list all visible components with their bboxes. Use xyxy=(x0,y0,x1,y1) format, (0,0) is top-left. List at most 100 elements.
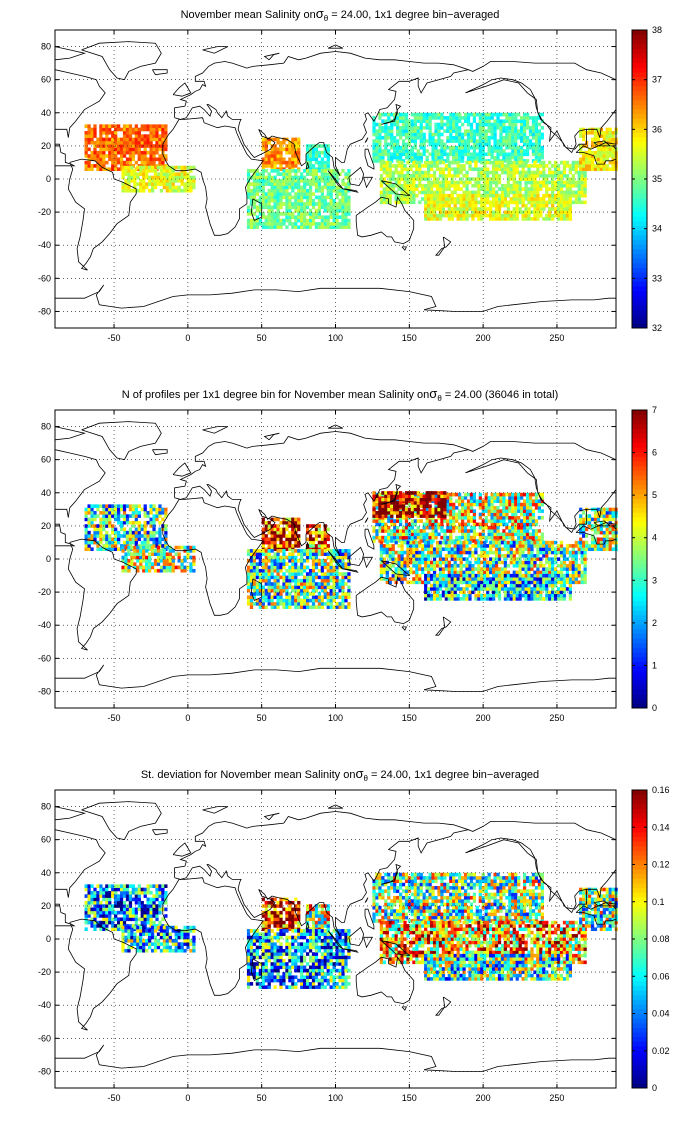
data-cell xyxy=(412,177,416,181)
data-cell xyxy=(437,522,441,527)
data-cell xyxy=(384,535,388,540)
data-cell xyxy=(332,215,336,220)
colorbar-segment xyxy=(632,281,647,287)
data-cell xyxy=(462,217,466,221)
data-cell xyxy=(571,180,575,185)
data-cell xyxy=(133,555,137,560)
data-cell xyxy=(149,137,153,142)
data-cell xyxy=(499,145,503,150)
data-cell xyxy=(401,145,406,150)
data-cell xyxy=(449,525,453,530)
data-cell xyxy=(279,212,283,216)
data-cell xyxy=(142,179,146,183)
data-cell xyxy=(425,155,429,160)
data-cell xyxy=(291,140,295,145)
data-cell xyxy=(311,192,316,196)
data-cell xyxy=(282,552,286,556)
data-cell xyxy=(509,190,513,195)
data-cell xyxy=(131,150,136,155)
data-cell xyxy=(308,208,313,213)
data-cell xyxy=(379,193,384,198)
data-cell xyxy=(246,205,251,210)
data-cell xyxy=(381,135,385,140)
data-cell xyxy=(398,145,403,150)
data-cell xyxy=(489,170,493,175)
data-cell xyxy=(494,197,499,201)
data-cell xyxy=(525,116,530,120)
data-cell xyxy=(168,559,172,563)
data-cell xyxy=(468,180,472,185)
data-cell xyxy=(486,190,490,195)
data-cell xyxy=(419,519,423,523)
data-cell xyxy=(127,559,131,563)
data-cell xyxy=(372,152,376,157)
data-cell xyxy=(264,157,268,162)
data-cell xyxy=(270,588,274,593)
data-cell xyxy=(455,145,459,150)
data-cell xyxy=(559,207,564,211)
data-cell xyxy=(332,188,336,193)
data-cell xyxy=(404,149,409,153)
data-cell xyxy=(496,149,500,153)
data-cell xyxy=(87,130,91,135)
data-cell xyxy=(548,197,552,201)
data-cell xyxy=(574,193,578,198)
data-cell xyxy=(189,555,193,560)
data-cell xyxy=(341,202,345,206)
data-cell xyxy=(455,119,459,124)
data-cell xyxy=(404,515,409,520)
data-cell xyxy=(520,135,524,140)
data-cell xyxy=(574,197,578,201)
data-cell xyxy=(332,208,336,213)
data-cell xyxy=(264,182,268,186)
data-cell xyxy=(273,555,277,560)
data-cell xyxy=(124,169,128,173)
data-cell xyxy=(410,532,415,537)
data-cell xyxy=(565,207,570,211)
data-cell xyxy=(539,197,543,201)
data-cell xyxy=(282,517,286,522)
data-cell xyxy=(542,193,546,198)
data-cell xyxy=(291,575,295,580)
data-cell xyxy=(143,524,147,528)
data-cell xyxy=(145,545,149,550)
coastline xyxy=(355,196,415,245)
data-cell xyxy=(394,190,398,195)
data-cell xyxy=(162,559,167,563)
data-cell xyxy=(300,588,304,593)
data-cell xyxy=(378,116,382,120)
data-cell xyxy=(294,218,298,223)
data-cell xyxy=(429,203,434,208)
data-cell xyxy=(483,187,487,191)
data-cell xyxy=(341,212,345,216)
data-cell xyxy=(459,217,463,221)
data-cell xyxy=(452,145,456,150)
data-cell xyxy=(87,127,91,132)
data-cell xyxy=(446,135,450,140)
data-cell xyxy=(297,188,301,193)
data-cell xyxy=(449,129,453,133)
data-cell xyxy=(444,193,448,198)
data-cell xyxy=(332,169,336,173)
data-cell xyxy=(323,575,327,580)
data-cell xyxy=(305,169,310,173)
data-cell xyxy=(344,195,348,200)
data-cell xyxy=(267,218,271,223)
data-cell xyxy=(338,185,342,190)
data-cell xyxy=(565,193,570,198)
data-cell xyxy=(111,124,115,128)
data-cell xyxy=(288,544,292,548)
data-cell xyxy=(84,154,88,158)
data-cell xyxy=(590,164,595,168)
data-cell xyxy=(314,588,319,593)
data-cell xyxy=(174,165,178,170)
data-cell xyxy=(111,510,115,515)
data-cell xyxy=(533,190,537,195)
data-cell xyxy=(384,525,388,530)
data-cell xyxy=(267,225,271,229)
data-cell xyxy=(434,126,438,130)
data-cell xyxy=(466,145,471,150)
data-cell xyxy=(472,499,477,504)
data-cell xyxy=(270,160,274,165)
data-cell xyxy=(481,499,485,504)
